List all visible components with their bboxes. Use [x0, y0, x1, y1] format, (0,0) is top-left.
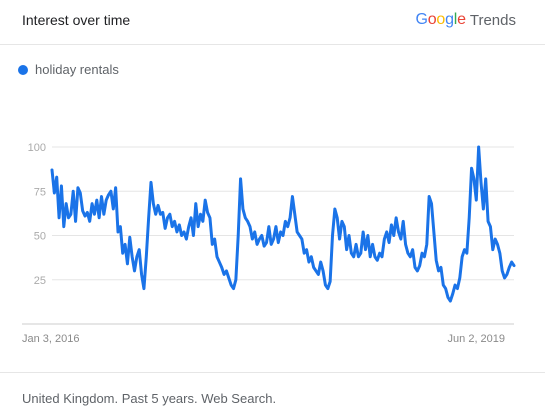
- legend-label-holiday-rentals: holiday rentals: [35, 62, 119, 77]
- widget-footer: United Kingdom. Past 5 years. Web Search…: [0, 372, 545, 409]
- y-tick-label: 50: [34, 231, 46, 243]
- x-tick-label: Jan 3, 2016: [22, 333, 80, 345]
- y-tick-label: 75: [34, 186, 46, 198]
- series-line-holiday-rentals: [50, 145, 516, 303]
- google-trends-logo[interactable]: Google Trends: [415, 11, 516, 29]
- google-letter: e: [457, 11, 466, 28]
- google-letter: G: [415, 11, 428, 28]
- interest-line-chart: 25 50 75 100 Jan 3, 2016 Jun 2, 2019: [22, 142, 516, 345]
- chart-legend: holiday rentals: [18, 62, 119, 77]
- x-tick-label: Jun 2, 2019: [448, 333, 506, 345]
- google-letter: g: [445, 11, 454, 28]
- google-wordmark: Google: [415, 11, 466, 29]
- y-tick-label: 25: [34, 275, 46, 287]
- google-letter: l: [453, 11, 458, 28]
- google-letter: o: [427, 11, 437, 28]
- widget-title: Interest over time: [22, 12, 131, 28]
- footer-note: United Kingdom. Past 5 years. Web Search…: [22, 391, 277, 406]
- legend-dot: [18, 64, 28, 75]
- y-tick-label: 100: [28, 142, 46, 154]
- widget-header: Interest over time Google Trends: [0, 0, 545, 45]
- google-letter: o: [436, 11, 446, 28]
- trends-wordmark: Trends: [469, 11, 516, 29]
